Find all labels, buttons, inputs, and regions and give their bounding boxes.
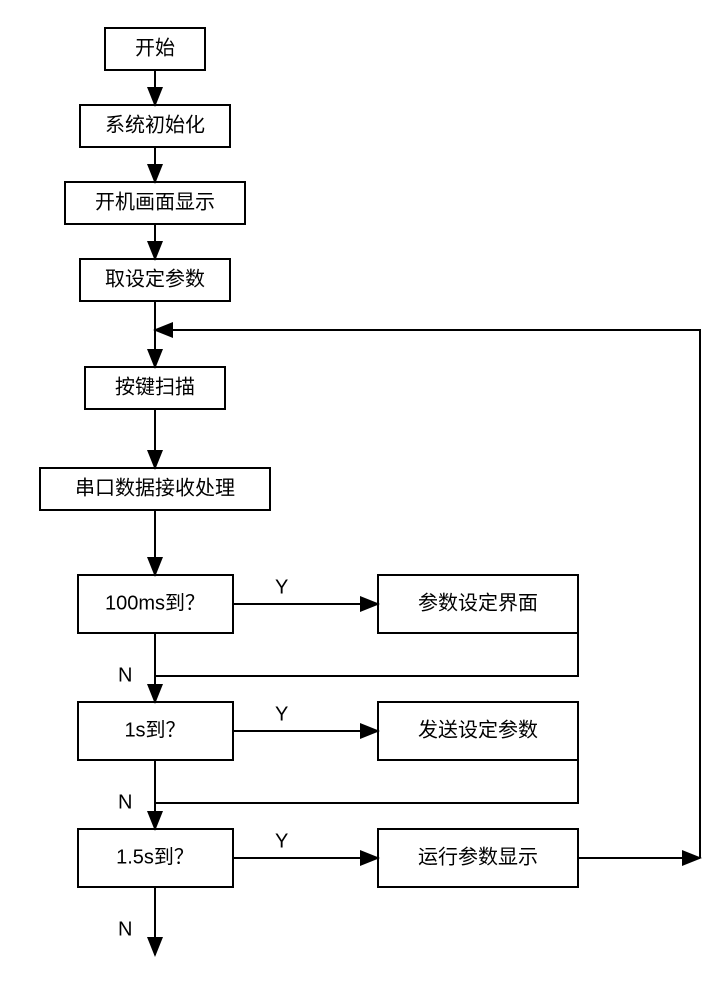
edge-t1sy-merge — [155, 760, 578, 803]
edge-t100-n-label: N — [118, 664, 132, 686]
node-t100-label: 100ms到？ — [105, 591, 205, 614]
flowchart-canvas: 开始 系统初始化 开机画面显示 取设定参数 按键扫描 串口数据接收处理 100m… — [0, 0, 727, 1000]
node-serial-label: 串口数据接收处理 — [75, 476, 235, 499]
edge-t100-y-label: Y — [275, 576, 288, 598]
node-t100: 100ms到？ — [78, 575, 233, 633]
node-getparams: 取设定参数 — [80, 259, 230, 301]
node-t1s-label: 1s到？ — [124, 718, 185, 741]
node-start: 开始 — [105, 28, 205, 70]
node-t15sy-label: 运行参数显示 — [418, 845, 538, 868]
edge-t100y-merge — [155, 633, 578, 676]
edge-t1s-y-label: Y — [275, 703, 288, 725]
node-keyscan: 按键扫描 — [85, 367, 225, 409]
node-t1s: 1s到？ — [78, 702, 233, 760]
node-serial: 串口数据接收处理 — [40, 468, 270, 510]
node-t100y: 参数设定界面 — [378, 575, 578, 633]
node-splash-label: 开机画面显示 — [95, 190, 215, 213]
node-splash: 开机画面显示 — [65, 182, 245, 224]
edge-t1s-n-label: N — [118, 791, 132, 813]
node-keyscan-label: 按键扫描 — [115, 375, 195, 398]
node-t15s-label: 1.5s到？ — [116, 845, 194, 868]
node-init-label: 系统初始化 — [105, 113, 205, 136]
node-t1sy: 发送设定参数 — [378, 702, 578, 760]
node-t100y-label: 参数设定界面 — [418, 591, 538, 614]
node-t15sy: 运行参数显示 — [378, 829, 578, 887]
node-start-label: 开始 — [135, 36, 175, 59]
edge-t15s-n-label: N — [118, 918, 132, 940]
edge-t15s-y-label: Y — [275, 830, 288, 852]
node-getparams-label: 取设定参数 — [105, 267, 205, 290]
node-init: 系统初始化 — [80, 105, 230, 147]
node-t15s: 1.5s到？ — [78, 829, 233, 887]
node-t1sy-label: 发送设定参数 — [418, 718, 538, 741]
